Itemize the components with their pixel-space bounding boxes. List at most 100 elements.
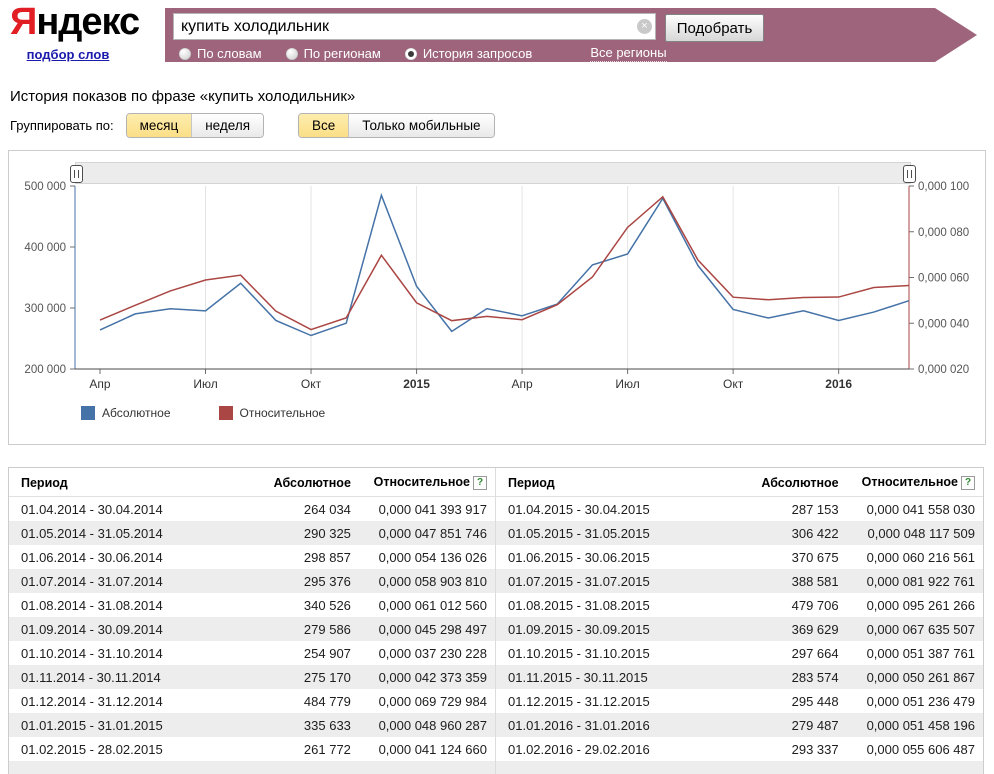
legend-item-absolute[interactable]: Абсолютное bbox=[81, 406, 171, 420]
relative-cell: 0,000 042 373 359 bbox=[359, 665, 495, 689]
absolute-header: Абсолютное bbox=[740, 468, 847, 497]
chart-card: АпрИюлОкт2015АпрИюлОкт2016500 000400 000… bbox=[8, 150, 986, 445]
mode-label: По словам bbox=[197, 46, 262, 61]
absolute-cell: 340 526 bbox=[252, 593, 359, 617]
legend-label: Относительное bbox=[240, 406, 326, 420]
absolute-cell: 287 153 bbox=[740, 497, 847, 522]
relative-cell: 0,000 058 903 810 bbox=[359, 569, 495, 593]
absolute-cell: 279 487 bbox=[740, 713, 847, 737]
relative-cell: 0,000 041 124 660 bbox=[359, 737, 495, 761]
table-row: 01.10.2015 - 31.10.2015297 6640,000 051 … bbox=[496, 641, 983, 665]
radio-icon bbox=[405, 48, 417, 60]
period-cell: 01.04.2014 - 30.04.2014 bbox=[9, 497, 252, 522]
help-icon[interactable]: ? bbox=[961, 476, 975, 490]
y-axis-label: 0,000 040 bbox=[918, 318, 969, 330]
legend-item-relative[interactable]: Относительное bbox=[219, 406, 326, 420]
page: Яндекс подбор слов × Подобрать По словам… bbox=[0, 0, 994, 774]
table-row: 01.07.2015 - 31.07.2015388 5810,000 081 … bbox=[496, 569, 983, 593]
absolute-cell: 369 629 bbox=[740, 617, 847, 641]
absolute-cell: 484 779 bbox=[252, 689, 359, 713]
period-cell: 01.04.2015 - 30.04.2015 bbox=[496, 497, 740, 522]
absolute-cell: 279 586 bbox=[252, 617, 359, 641]
mode-label: История запросов bbox=[423, 46, 533, 61]
period-cell: 01.11.2015 - 30.11.2015 bbox=[496, 665, 740, 689]
table-row: 01.11.2014 - 30.11.2014275 1700,000 042 … bbox=[9, 665, 495, 689]
submit-button[interactable]: Подобрать bbox=[665, 14, 764, 42]
table-header-row: Период Абсолютное Относительное? bbox=[496, 468, 983, 497]
y-axis-label: 500 000 bbox=[24, 181, 66, 193]
logo-rest: ндекс bbox=[36, 1, 139, 43]
chart-legend: Абсолютное Относительное bbox=[81, 406, 325, 420]
x-axis-label: 2015 bbox=[403, 377, 430, 391]
table-row-partial bbox=[496, 761, 983, 774]
table-row: 01.05.2015 - 31.05.2015306 4220,000 048 … bbox=[496, 521, 983, 545]
period-header: Период bbox=[9, 468, 252, 497]
clear-search-icon[interactable]: × bbox=[637, 19, 652, 34]
absolute-cell: 261 772 bbox=[252, 737, 359, 761]
relative-cell: 0,000 047 851 746 bbox=[359, 521, 495, 545]
series-line-Абсолютное bbox=[100, 195, 909, 335]
y-axis-label: 200 000 bbox=[24, 364, 66, 376]
table-header-row: Период Абсолютное Относительное? bbox=[9, 468, 495, 497]
history-tables: Период Абсолютное Относительное? 01.04.2… bbox=[8, 467, 984, 774]
table-row: 01.06.2015 - 30.06.2015370 6750,000 060 … bbox=[496, 545, 983, 569]
mode-query-history[interactable]: История запросов bbox=[405, 46, 533, 61]
relative-cell: 0,000 051 236 479 bbox=[847, 689, 983, 713]
absolute-header: Абсолютное bbox=[252, 468, 359, 497]
wordstat-link[interactable]: подбор слов bbox=[10, 47, 126, 62]
relative-cell: 0,000 048 960 287 bbox=[359, 713, 495, 737]
device-all-button[interactable]: Все bbox=[299, 114, 349, 137]
period-cell: 01.06.2015 - 30.06.2015 bbox=[496, 545, 740, 569]
absolute-cell: 370 675 bbox=[740, 545, 847, 569]
period-cell: 01.07.2015 - 31.07.2015 bbox=[496, 569, 740, 593]
x-axis-label: Окт bbox=[723, 377, 744, 391]
absolute-cell: 293 337 bbox=[740, 737, 847, 761]
absolute-cell: 297 664 bbox=[740, 641, 847, 665]
period-cell: 01.12.2015 - 31.12.2015 bbox=[496, 689, 740, 713]
relative-cell: 0,000 037 230 228 bbox=[359, 641, 495, 665]
relative-cell: 0,000 054 136 026 bbox=[359, 545, 495, 569]
relative-cell: 0,000 050 261 867 bbox=[847, 665, 983, 689]
yandex-logo: Яндекс bbox=[10, 1, 126, 44]
table-row: 01.04.2014 - 30.04.2014264 0340,000 041 … bbox=[9, 497, 495, 522]
relative-header: Относительное? bbox=[847, 468, 983, 497]
relative-cell: 0,000 045 298 497 bbox=[359, 617, 495, 641]
table-row-partial bbox=[9, 761, 495, 774]
search-banner: × Подобрать По словам По регионам Истори… bbox=[165, 8, 977, 62]
table-row: 01.12.2015 - 31.12.2015295 4480,000 051 … bbox=[496, 689, 983, 713]
mode-by-regions[interactable]: По регионам bbox=[286, 46, 381, 61]
y-axis-label: 400 000 bbox=[24, 242, 66, 254]
relative-header: Относительное? bbox=[359, 468, 495, 497]
device-mobile-button[interactable]: Только мобильные bbox=[349, 114, 493, 137]
x-axis-label: Апр bbox=[511, 377, 533, 391]
table-row: 01.01.2015 - 31.01.2015335 6330,000 048 … bbox=[9, 713, 495, 737]
relative-cell: 0,000 061 012 560 bbox=[359, 593, 495, 617]
table-row: 01.06.2014 - 30.06.2014298 8570,000 054 … bbox=[9, 545, 495, 569]
period-cell: 01.08.2015 - 31.08.2015 bbox=[496, 593, 740, 617]
table-2015-2016: Период Абсолютное Относительное? 01.04.2… bbox=[496, 468, 983, 774]
absolute-cell: 295 376 bbox=[252, 569, 359, 593]
grouping-week-button[interactable]: неделя bbox=[192, 114, 263, 137]
period-cell: 01.11.2014 - 30.11.2014 bbox=[9, 665, 252, 689]
table-row: 01.12.2014 - 31.12.2014484 7790,000 069 … bbox=[9, 689, 495, 713]
legend-swatch-blue bbox=[81, 406, 95, 420]
history-chart: АпрИюлОкт2015АпрИюлОкт2016500 000400 000… bbox=[9, 151, 983, 401]
y-axis-label: 300 000 bbox=[24, 303, 66, 315]
period-cell: 01.08.2014 - 31.08.2014 bbox=[9, 593, 252, 617]
absolute-cell: 264 034 bbox=[252, 497, 359, 522]
help-icon[interactable]: ? bbox=[473, 476, 487, 490]
relative-cell: 0,000 051 458 196 bbox=[847, 713, 983, 737]
absolute-cell: 275 170 bbox=[252, 665, 359, 689]
search-mode-options: По словам По регионам История запросов В… bbox=[179, 45, 667, 62]
period-cell: 01.02.2015 - 28.02.2015 bbox=[9, 737, 252, 761]
mode-by-words[interactable]: По словам bbox=[179, 46, 262, 61]
all-regions-link[interactable]: Все регионы bbox=[590, 45, 666, 62]
y-axis-label: 0,000 020 bbox=[918, 364, 969, 376]
x-axis-label: Окт bbox=[301, 377, 322, 391]
search-input[interactable] bbox=[173, 13, 656, 40]
grouping-month-button[interactable]: месяц bbox=[127, 114, 193, 137]
table-row: 01.04.2015 - 30.04.2015287 1530,000 041 … bbox=[496, 497, 983, 522]
relative-cell: 0,000 095 261 266 bbox=[847, 593, 983, 617]
relative-cell: 0,000 060 216 561 bbox=[847, 545, 983, 569]
period-cell: 01.10.2015 - 31.10.2015 bbox=[496, 641, 740, 665]
